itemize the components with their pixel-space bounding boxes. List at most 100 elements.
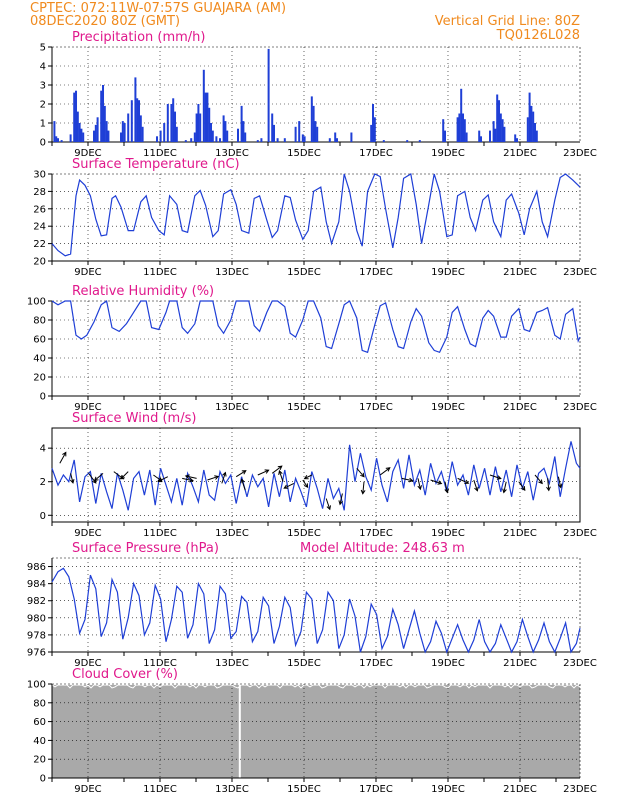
y-tick-label: 0 — [40, 511, 46, 522]
y-tick-label: 40 — [33, 736, 46, 747]
wind-arrow-head — [546, 486, 551, 492]
precip-bar — [226, 130, 229, 142]
wind-arrow-head — [385, 467, 391, 472]
y-tick-label: 982 — [27, 596, 46, 607]
header-model-code: TQ0126L028 — [496, 28, 580, 43]
pressure-panel: Surface Pressure (hPa) Model Altitude: 24… — [27, 541, 597, 669]
precip-bar — [350, 132, 353, 142]
precip-bar — [130, 100, 133, 142]
series-line — [51, 173, 581, 257]
precip-bar — [100, 90, 103, 142]
x-tick-label: 13DEC — [215, 402, 249, 413]
x-tick-label: 15DEC — [287, 528, 321, 539]
wind-arrow-head — [277, 465, 283, 471]
wind-arrow — [157, 476, 169, 482]
wind-arrow — [547, 478, 550, 491]
wind-arrow — [221, 472, 226, 484]
precip-bar — [172, 98, 175, 142]
precip-bar — [69, 134, 72, 142]
precip-bar — [105, 121, 108, 142]
wind-arrow — [379, 467, 391, 476]
precip-bar — [53, 121, 56, 142]
y-tick-label: 3 — [40, 81, 46, 92]
y-tick-label: 984 — [27, 579, 46, 590]
wind-arrow — [88, 473, 97, 484]
y-tick-label: 20 — [33, 755, 46, 766]
wind-arrow — [430, 479, 442, 485]
precip-bar — [334, 132, 337, 142]
y-tick-label: 28 — [33, 187, 46, 198]
wind-arrow — [59, 452, 67, 464]
precip-bar — [458, 113, 461, 142]
precip-bar — [501, 119, 504, 142]
precipitation-panel: Precipitation (mm/h) 0 1 2 3 4 5 9DEC 11DEC 13DEC… — [40, 30, 597, 159]
x-tick-label: 21DEC — [503, 267, 537, 278]
precip-bar — [204, 92, 207, 142]
precip-bar — [242, 121, 245, 142]
precip-bar — [80, 128, 83, 142]
precip-bar — [478, 130, 481, 142]
precip-bar — [494, 128, 497, 142]
wind-arrow — [185, 475, 197, 479]
y-tick-label: 986 — [27, 562, 46, 573]
wind-arrow — [283, 482, 295, 489]
precip-bar — [215, 136, 218, 142]
x-tick-label: 21DEC — [503, 402, 537, 413]
x-tick-label: 13DEC — [215, 528, 249, 539]
wind-arrow-head — [502, 488, 507, 494]
panel-frame — [51, 427, 581, 523]
wind-arrow — [401, 477, 413, 482]
y-tick-label: 978 — [27, 630, 46, 641]
wind-arrow — [70, 473, 74, 484]
wind-arrow — [325, 498, 331, 510]
x-tick-label: 19DEC — [431, 402, 465, 413]
wind-arrow-head — [120, 474, 125, 480]
panel-title: Surface Temperature (nC) — [72, 157, 240, 172]
precip-bar — [310, 96, 313, 142]
panel-title: Precipitation (mm/h) — [72, 30, 205, 45]
x-tick-label: 11DEC — [143, 267, 177, 278]
y-tick-label: 24 — [33, 222, 46, 233]
precip-bar — [156, 136, 159, 142]
precip-bar — [463, 119, 466, 142]
precip-bar — [372, 104, 375, 142]
x-tick-label: 17DEC — [359, 148, 393, 159]
precip-bar — [271, 113, 274, 142]
precip-bar — [328, 138, 331, 142]
precip-bar — [136, 98, 139, 142]
wind-arrow-head — [408, 477, 414, 483]
precip-bar — [314, 121, 317, 142]
precip-bar — [103, 105, 106, 142]
panel-title: Relative Humidity (%) — [72, 284, 214, 299]
precip-bar — [211, 130, 214, 142]
x-tick-label: 17DEC — [359, 402, 393, 413]
wind-arrow — [182, 477, 194, 482]
wind-arrow-head — [417, 485, 422, 491]
y-tick-label: 100 — [27, 680, 46, 691]
series-line — [51, 441, 581, 511]
precip-bar — [222, 115, 225, 142]
precip-bar — [496, 94, 499, 142]
x-tick-label: 23DEC — [563, 528, 597, 539]
wind-arrow-head — [278, 469, 283, 475]
precip-bar — [516, 138, 519, 142]
y-tick-label: 5 — [40, 43, 46, 54]
x-tick-label: 11DEC — [143, 528, 177, 539]
wind-arrow-head — [189, 477, 195, 483]
y-tick-label: 26 — [33, 204, 46, 215]
y-tick-label: 2 — [40, 477, 46, 488]
wind-arrow — [302, 479, 309, 488]
precip-bar — [163, 123, 166, 142]
y-tick-label: 0 — [40, 392, 46, 403]
wind-arrow — [473, 479, 478, 491]
precip-bar — [276, 138, 279, 142]
precip-bar — [465, 132, 468, 142]
wind-arrow — [120, 471, 129, 480]
precip-bar — [273, 124, 276, 142]
precip-bar — [260, 138, 263, 142]
precip-bar — [175, 126, 178, 142]
x-tick-label: 11DEC — [143, 658, 177, 669]
precip-bar — [444, 130, 447, 142]
wind-arrow-head — [93, 476, 99, 482]
precip-bar — [336, 138, 339, 142]
